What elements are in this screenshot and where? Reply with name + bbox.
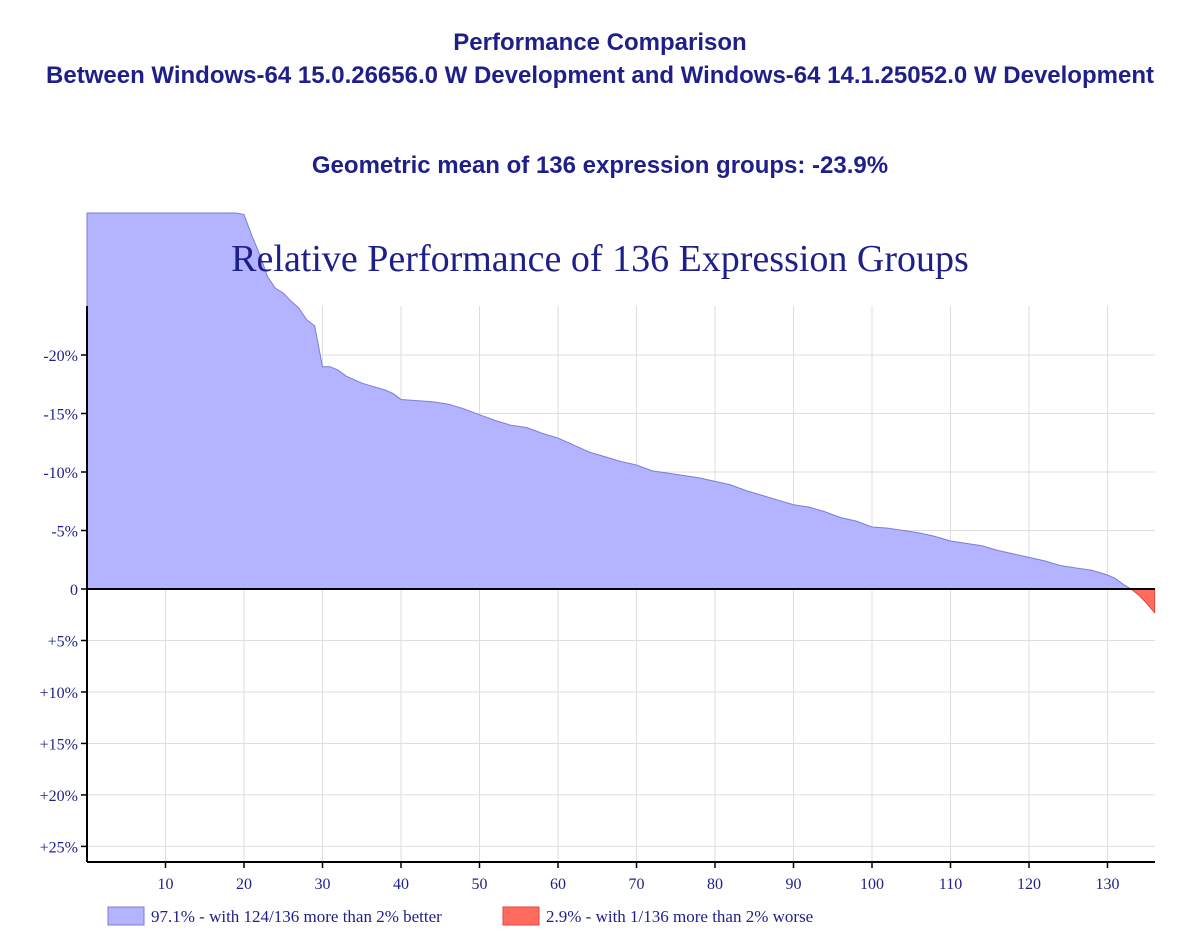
x-tick-label: 80 [707, 876, 723, 893]
x-tick-label: 10 [158, 876, 174, 893]
x-tick-label: 130 [1096, 876, 1120, 893]
legend-label-worse: 2.9% - with 1/136 more than 2% worse [546, 907, 813, 926]
page-title: Performance Comparison [453, 29, 747, 56]
y-tick-label: +10% [40, 685, 78, 702]
y-tick-label: 0 [70, 582, 78, 599]
legend-swatch-better [107, 906, 145, 926]
x-tick-label: 40 [393, 876, 409, 893]
geometric-mean-label: Geometric mean of 136 expression groups:… [311, 152, 889, 179]
y-tick-label: +25% [40, 839, 78, 856]
axes [86, 306, 1155, 863]
y-tick-labels: -20% -15% -10% -5% 0 +5% +10% +15% +20% +25% [40, 348, 87, 856]
x-tick-label: 120 [1017, 876, 1041, 893]
y-tick-label: +20% [40, 788, 78, 805]
better-area [86, 212, 1133, 590]
y-tick-label: +5% [48, 633, 78, 650]
legend-swatch-worse [502, 906, 540, 926]
x-tick-label: 30 [315, 876, 331, 893]
y-tick-label: -10% [43, 465, 78, 482]
x-tick-label: 50 [472, 876, 488, 893]
y-tick-label: -15% [43, 407, 78, 424]
x-tick-label: 100 [860, 876, 884, 893]
y-tick-label: -5% [51, 524, 78, 541]
page-subtitle: Between Windows-64 15.0.26656.0 W Develo… [46, 62, 1154, 89]
y-tick-label: +15% [40, 736, 78, 753]
x-tick-label: 20 [236, 876, 252, 893]
x-tick-label: 90 [786, 876, 802, 893]
worse-area [1129, 588, 1156, 615]
y-tick-label: -20% [43, 348, 78, 365]
chart-title: Relative Performance of 136 Expression G… [231, 238, 969, 280]
legend-label-better: 97.1% - with 124/136 more than 2% better [151, 907, 442, 926]
x-tick-labels: 10 20 30 40 50 60 70 80 90 100 110 120 130 [158, 862, 1120, 893]
x-tick-label: 110 [939, 876, 962, 893]
legend: 97.1% - with 124/136 more than 2% better… [107, 906, 813, 926]
x-tick-label: 60 [550, 876, 566, 893]
x-tick-label: 70 [629, 876, 645, 893]
